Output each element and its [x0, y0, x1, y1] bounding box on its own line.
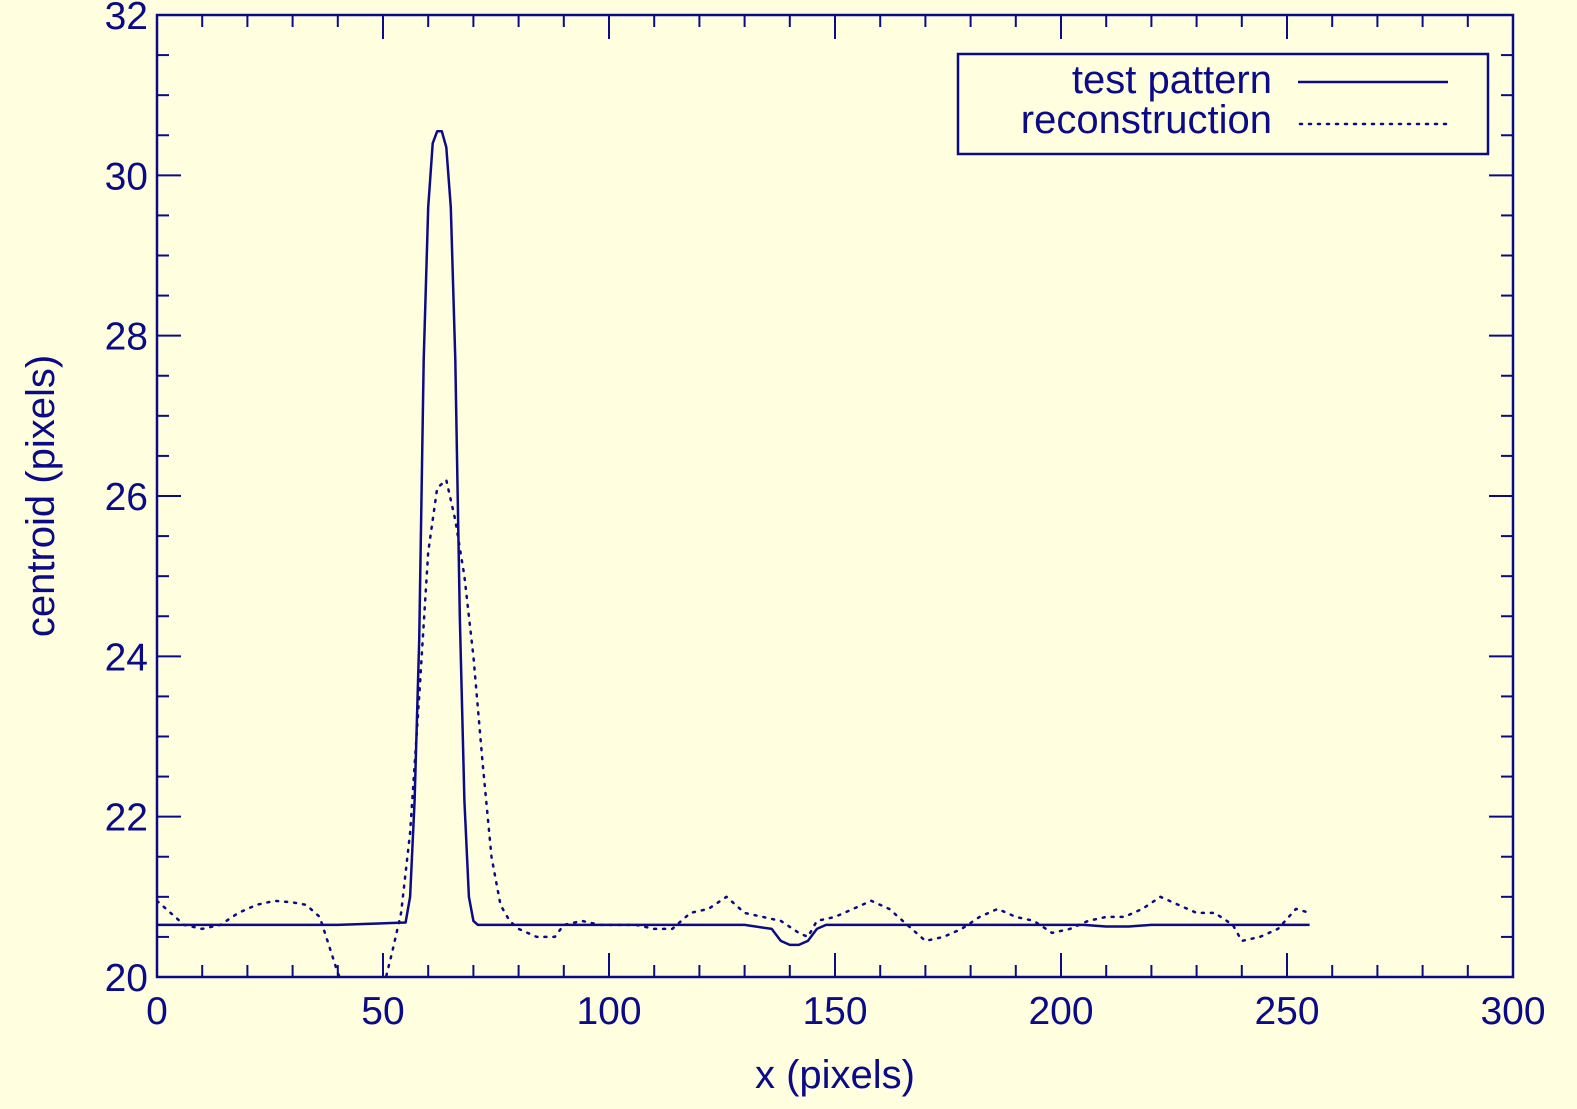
x-tick-label: 300 [1480, 990, 1545, 1033]
y-tick-label: 30 [105, 155, 148, 198]
y-tick-label: 24 [105, 636, 148, 679]
y-tick-label: 22 [105, 797, 148, 840]
x-tick-label: 0 [146, 990, 168, 1033]
legend-label-test-pattern: test pattern [1072, 58, 1272, 102]
x-tick-label: 200 [1028, 990, 1093, 1033]
y-tick-label: 20 [105, 957, 148, 1000]
x-tick-label: 100 [576, 990, 641, 1033]
plot-frame [155, 13, 1515, 979]
series-line-test-pattern [157, 129, 1310, 947]
x-tick-label: 250 [1254, 990, 1319, 1033]
x-tick-label: 150 [802, 990, 867, 1033]
x-axis-title: x (pixels) [755, 1053, 915, 1097]
series-line-reconstruction [157, 478, 1311, 977]
legend-label-reconstruction: reconstruction [1021, 98, 1272, 142]
y-tick-label: 26 [105, 476, 148, 519]
x-tick-label: 50 [361, 990, 404, 1033]
y-axis-title: centroid (pixels) [19, 355, 63, 637]
legend-box [956, 52, 1490, 156]
y-tick-label: 32 [105, 0, 148, 38]
y-tick-label: 28 [105, 316, 148, 359]
